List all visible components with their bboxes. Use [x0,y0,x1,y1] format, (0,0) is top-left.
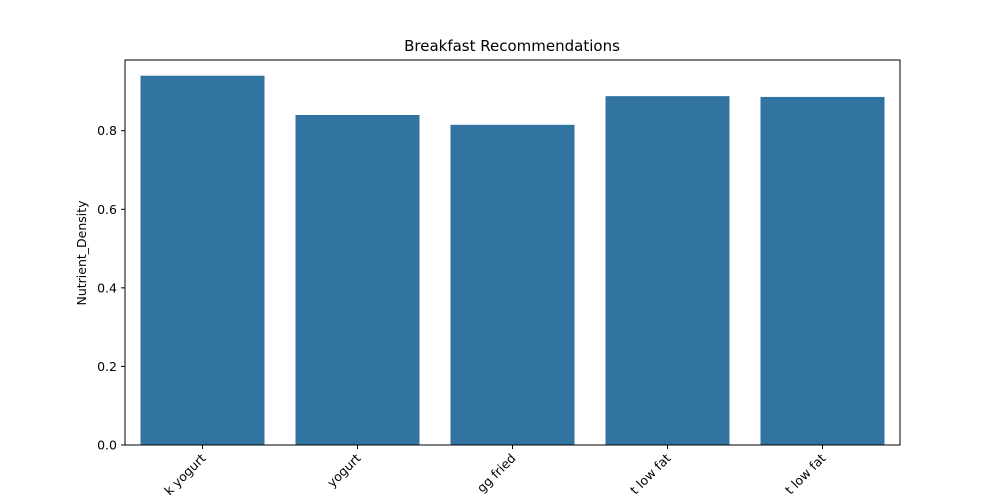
bar-1 [295,115,420,445]
x-tick-label-3: t low fat [627,450,674,497]
y-tick-label-4: 0.8 [97,123,117,138]
bars-layer [140,75,885,446]
bar-2 [450,124,575,446]
y-tick-label-0: 0.0 [97,438,117,453]
plot-frame [124,59,901,446]
x-tick-label-4: t low fat [782,450,829,497]
y-axis: 0.0 0.2 0.4 0.6 0.8 [97,123,125,453]
x-tick-label-2: gg fried [474,451,519,496]
y-tick-label-2: 0.4 [97,280,117,295]
x-tick-label-1: yogurt [324,450,364,490]
bar-3 [605,96,730,446]
bar-0 [140,75,265,445]
y-tick-label-1: 0.2 [97,359,117,374]
chart-title: Breakfast Recommendations [404,37,620,55]
y-axis-label: Nutrient_Density [74,200,89,306]
y-tick-label-3: 0.6 [97,202,117,217]
x-axis: k yogurt yogurt gg fried t low fat t low fat [161,445,829,498]
bar-4 [760,96,885,445]
x-tick-label-0: k yogurt [161,450,209,498]
